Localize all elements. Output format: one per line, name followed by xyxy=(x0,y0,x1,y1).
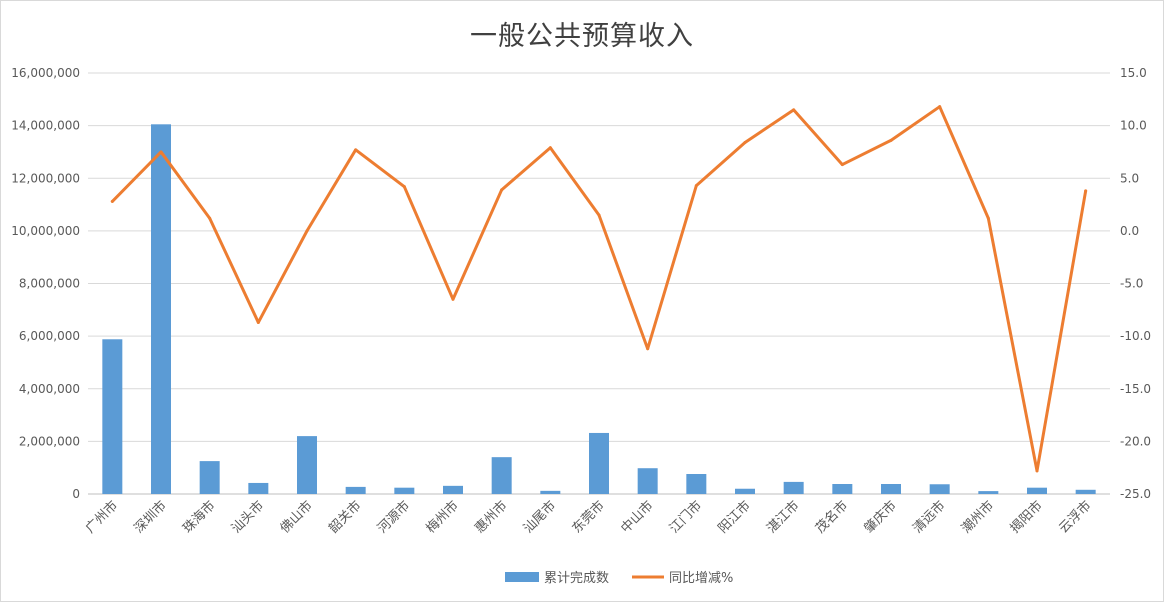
category-label: 佛山市 xyxy=(277,498,316,537)
line-point xyxy=(889,138,893,142)
line-point xyxy=(743,140,747,144)
line-point xyxy=(840,163,844,167)
bar xyxy=(589,432,609,494)
line-point xyxy=(110,199,114,203)
left-tick-label: 8,000,000 xyxy=(19,277,80,291)
right-tick-label: -5.0 xyxy=(1120,277,1143,291)
category-label: 汕头市 xyxy=(228,498,267,537)
legend-bar-label: 累计完成数 xyxy=(544,571,609,586)
category-label: 潮州市 xyxy=(958,498,997,537)
bar xyxy=(394,487,415,494)
category-label: 茂名市 xyxy=(812,498,851,537)
left-tick-label: 4,000,000 xyxy=(19,382,80,396)
left-tick-label: 6,000,000 xyxy=(19,329,80,343)
right-tick-label: -25.0 xyxy=(1120,487,1151,501)
line-point xyxy=(256,320,260,324)
line-point xyxy=(159,150,163,154)
bar-series xyxy=(102,124,1096,494)
line-point xyxy=(500,188,504,192)
line-point xyxy=(646,347,650,351)
bar xyxy=(540,490,561,494)
right-tick-label: 10.0 xyxy=(1120,119,1147,133)
bar xyxy=(102,339,123,494)
chart-title: 一般公共预算收入 xyxy=(470,21,694,52)
right-tick-label: 0.0 xyxy=(1120,224,1139,238)
category-label: 梅州市 xyxy=(423,498,462,537)
line-point xyxy=(354,148,358,152)
category-label: 深圳市 xyxy=(131,498,170,537)
bar xyxy=(297,436,317,494)
bar xyxy=(978,491,999,494)
line-point xyxy=(548,146,552,150)
line-point xyxy=(305,229,309,233)
bar xyxy=(881,484,901,494)
category-label: 广州市 xyxy=(82,498,121,537)
category-label: 中山市 xyxy=(618,498,657,537)
line-point xyxy=(402,185,406,189)
category-label: 肇庆市 xyxy=(861,498,900,537)
right-tick-label: -10.0 xyxy=(1120,329,1151,343)
category-label: 湛江市 xyxy=(764,498,803,537)
line-point xyxy=(986,216,990,220)
right-tick-label: -15.0 xyxy=(1120,382,1151,396)
left-tick-label: 10,000,000 xyxy=(11,224,80,238)
right-y-axis: -25.0 -20.0 -15.0 -10.0 -5.0 0.0 5.0 10.0 15.0 xyxy=(1120,66,1151,501)
left-tick-label: 0 xyxy=(72,487,80,501)
line-point xyxy=(1084,189,1088,193)
left-tick-label: 16,000,000 xyxy=(11,66,80,80)
category-label: 揭阳市 xyxy=(1007,498,1046,537)
line-point xyxy=(694,184,698,188)
category-label: 惠州市 xyxy=(472,498,511,537)
line-point xyxy=(1035,469,1039,473)
left-tick-label: 14,000,000 xyxy=(11,119,80,133)
legend-line-label: 同比增减% xyxy=(669,571,733,586)
line-point xyxy=(938,105,942,109)
bar xyxy=(248,482,269,494)
bar xyxy=(1027,487,1047,494)
line-point xyxy=(208,216,212,220)
left-tick-label: 2,000,000 xyxy=(19,434,80,448)
bar xyxy=(443,485,463,494)
category-label: 清远市 xyxy=(910,498,949,537)
bar xyxy=(929,484,950,494)
line-point xyxy=(451,297,455,301)
bar xyxy=(735,488,755,494)
bar xyxy=(637,468,658,494)
left-tick-label: 12,000,000 xyxy=(11,171,80,185)
category-label: 汕尾市 xyxy=(520,498,559,537)
category-label: 阳江市 xyxy=(715,498,754,537)
category-label: 云浮市 xyxy=(1056,498,1095,537)
legend-bar-swatch xyxy=(505,572,539,582)
right-tick-label: 15.0 xyxy=(1120,66,1147,80)
category-label: 珠海市 xyxy=(180,498,219,537)
bar xyxy=(345,486,366,494)
bar xyxy=(491,457,512,494)
bar xyxy=(832,484,853,494)
category-axis: 广州市 深圳市 珠海市 汕头市 佛山市 韶关市 河源市 梅州市 惠州市 汕尾市 东莞市 中山市 江门市阳… xyxy=(82,498,1094,537)
category-label: 河源市 xyxy=(374,498,413,537)
line-path xyxy=(110,105,1088,473)
bar xyxy=(1075,489,1096,494)
legend: 累计完成数 同比增减% xyxy=(505,571,733,586)
category-label: 东莞市 xyxy=(569,498,608,537)
line-point xyxy=(792,108,796,112)
right-tick-label: 5.0 xyxy=(1120,171,1139,185)
line-series xyxy=(110,105,1088,473)
bar xyxy=(151,124,171,494)
category-label: 韶关市 xyxy=(326,498,365,537)
left-y-axis: 0 2,000,000 4,000,000 6,000,000 8,000,000 10,… xyxy=(11,66,80,501)
right-tick-label: -20.0 xyxy=(1120,434,1151,448)
category-label: 江门市 xyxy=(666,498,705,537)
bar xyxy=(199,461,220,494)
line-point xyxy=(597,213,601,217)
bar xyxy=(783,481,804,494)
grid-lines xyxy=(88,72,1110,495)
bar xyxy=(686,474,707,494)
